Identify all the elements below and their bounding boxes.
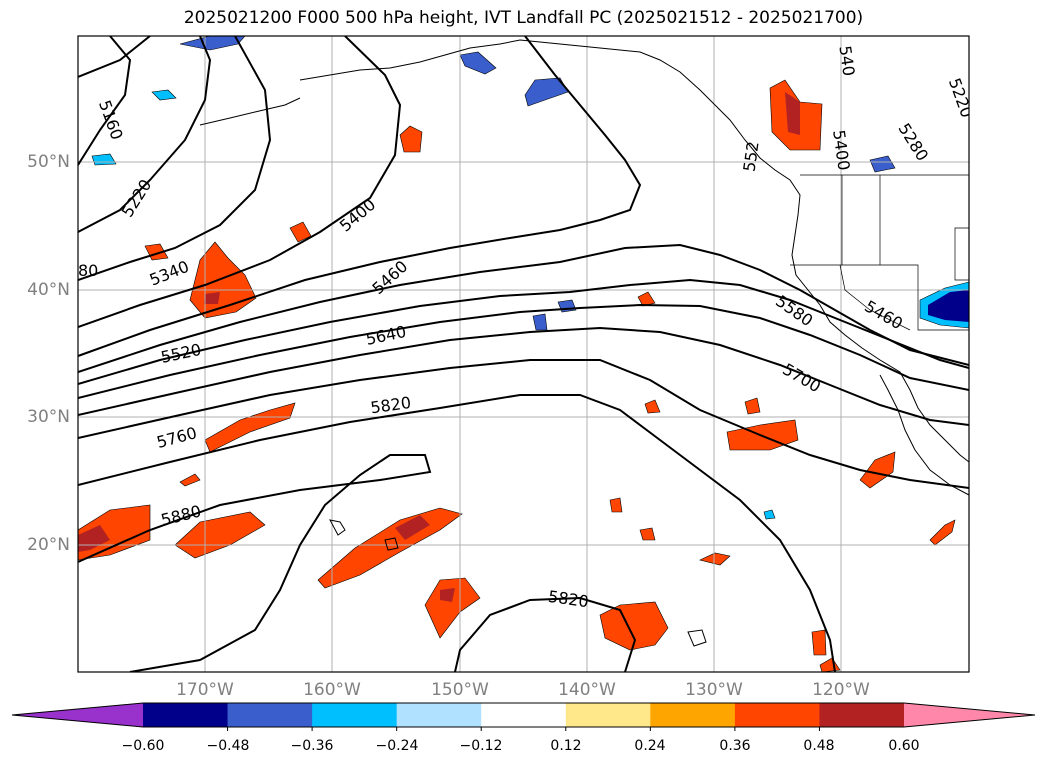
colorbar-segment <box>565 703 651 727</box>
contour-label: 540 <box>835 44 858 77</box>
lon-label-170w: 170°W <box>176 680 234 700</box>
colorbar-tick: 0.24 <box>634 738 666 754</box>
lon-label-150w: 150°W <box>431 680 489 700</box>
colorbar-tick: 0.36 <box>719 738 751 754</box>
map-area: 5160 5220 5340 5400 5460 5520 5640 5760 … <box>78 36 969 672</box>
colorbar-tick: −0.60 <box>121 738 165 754</box>
lon-label-120w: 120°W <box>812 680 870 700</box>
colorbar-tick: −0.12 <box>459 738 503 754</box>
graticule <box>78 36 969 672</box>
colorbar-tick: −0.24 <box>375 738 419 754</box>
ivt-strong-negative <box>928 290 969 322</box>
colorbar-extend-min <box>12 703 143 727</box>
colorbar-extend-max <box>904 703 1035 727</box>
colorbar-tick: 0.12 <box>550 738 582 754</box>
state-borders <box>790 174 969 331</box>
colorbar-segment <box>312 703 398 727</box>
colorbar-segment <box>396 703 482 727</box>
map-frame <box>77 35 970 673</box>
colorbar-segment <box>734 703 820 727</box>
colorbar-tick: −0.36 <box>290 738 334 754</box>
colorbar-segment <box>227 703 313 727</box>
map-title: 2025021200 F000 500 hPa height, IVT Land… <box>183 8 864 28</box>
lat-label-40n: 40°N <box>27 280 70 300</box>
lon-label-140w: 140°W <box>558 680 616 700</box>
colorbar-segment <box>819 703 905 727</box>
lon-label-130w: 130°W <box>685 680 743 700</box>
colorbar-tick: 0.48 <box>803 738 835 754</box>
colorbar-tick: −0.48 <box>206 738 250 754</box>
coastlines <box>199 39 969 647</box>
lon-label-160w: 160°W <box>303 680 361 700</box>
lat-label-30n: 30°N <box>27 407 70 427</box>
contour-label: 80 <box>78 261 98 280</box>
colorbar-outline <box>11 702 1036 728</box>
lat-label-20n: 20°N <box>27 535 70 555</box>
contour-label: 552 <box>740 140 763 173</box>
height-contours <box>78 36 969 672</box>
colorbar <box>11 702 1036 731</box>
colorbar-segment <box>481 703 567 727</box>
colorbar-segment <box>143 703 229 727</box>
colorbar-segment <box>650 703 736 727</box>
lat-label-50n: 50°N <box>27 152 70 172</box>
colorbar-tick: 0.60 <box>888 738 920 754</box>
